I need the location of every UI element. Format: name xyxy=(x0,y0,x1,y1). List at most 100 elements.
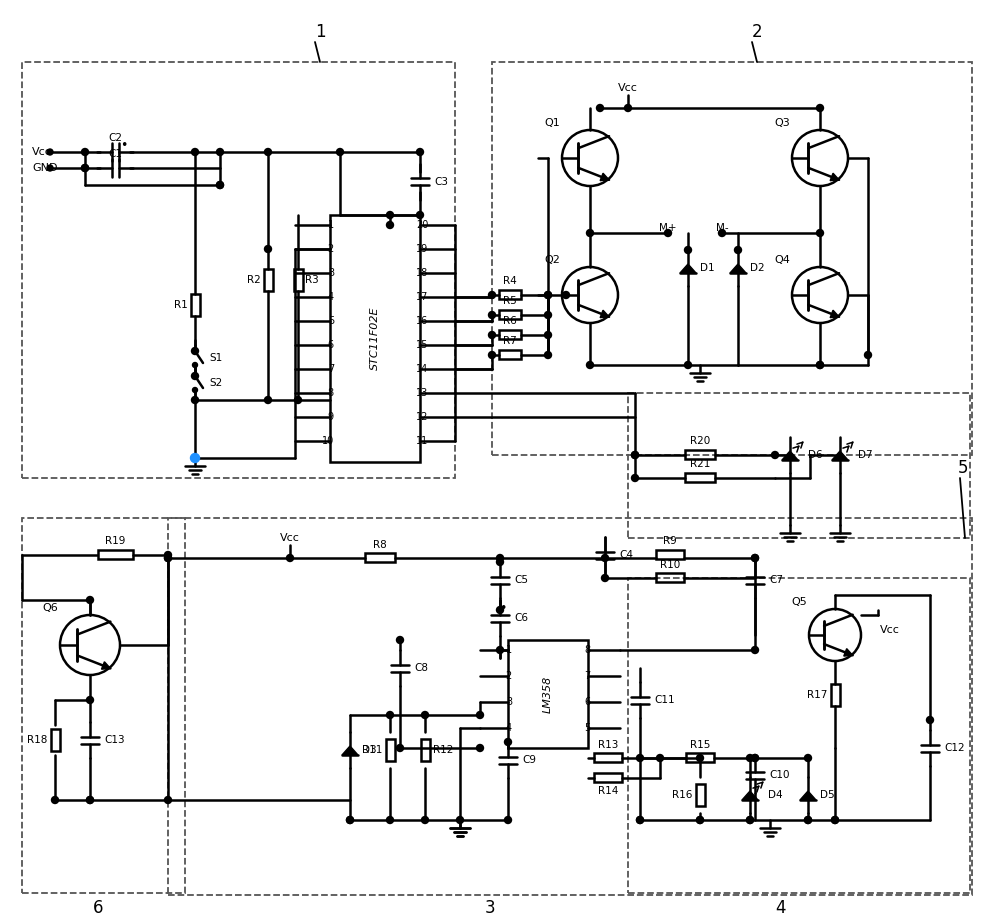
Text: M-: M- xyxy=(716,223,728,233)
Circle shape xyxy=(192,348,198,354)
Circle shape xyxy=(216,148,224,156)
Text: 5: 5 xyxy=(328,316,334,326)
Text: 5: 5 xyxy=(958,459,968,477)
Text: 19: 19 xyxy=(416,244,428,254)
Circle shape xyxy=(752,554,759,561)
Bar xyxy=(686,753,714,762)
Text: 6: 6 xyxy=(93,899,103,917)
Circle shape xyxy=(87,597,94,604)
Circle shape xyxy=(264,148,272,156)
Circle shape xyxy=(216,182,224,188)
Text: C4: C4 xyxy=(619,550,633,560)
Circle shape xyxy=(696,754,704,762)
Bar xyxy=(594,753,622,762)
Circle shape xyxy=(477,712,484,718)
Circle shape xyxy=(544,291,552,299)
Circle shape xyxy=(496,559,504,565)
Circle shape xyxy=(396,744,404,751)
Text: 17: 17 xyxy=(416,292,428,302)
Text: 16: 16 xyxy=(416,316,428,326)
Text: 3: 3 xyxy=(506,697,512,707)
Circle shape xyxy=(264,245,272,253)
Text: 2: 2 xyxy=(506,671,512,681)
Text: LM358: LM358 xyxy=(543,676,553,713)
Text: 4: 4 xyxy=(775,899,785,917)
Bar xyxy=(656,573,684,583)
Text: 4: 4 xyxy=(328,292,334,302)
Text: M+: M+ xyxy=(659,223,677,233)
Text: R18: R18 xyxy=(27,735,48,745)
Bar xyxy=(330,215,420,462)
Circle shape xyxy=(477,744,484,751)
Circle shape xyxy=(488,312,496,318)
Text: 1: 1 xyxy=(328,220,334,230)
Bar xyxy=(98,550,132,560)
Polygon shape xyxy=(101,662,110,669)
Text: 2: 2 xyxy=(752,23,762,41)
Circle shape xyxy=(386,817,394,823)
Bar xyxy=(628,578,970,893)
Circle shape xyxy=(52,797,58,803)
Circle shape xyxy=(746,817,754,823)
Bar xyxy=(499,290,521,300)
Text: D7: D7 xyxy=(858,450,873,460)
Polygon shape xyxy=(782,451,798,460)
Text: R9: R9 xyxy=(663,537,677,547)
Circle shape xyxy=(264,396,272,404)
Circle shape xyxy=(734,246,742,254)
Text: R16: R16 xyxy=(672,790,692,800)
Text: R19: R19 xyxy=(105,537,125,547)
Text: GND: GND xyxy=(32,163,58,173)
Circle shape xyxy=(637,754,644,762)
Text: R7: R7 xyxy=(503,337,517,347)
Circle shape xyxy=(496,554,504,561)
Bar xyxy=(168,518,972,895)
Circle shape xyxy=(422,817,428,823)
Text: C12: C12 xyxy=(944,743,965,753)
Circle shape xyxy=(336,148,344,156)
Circle shape xyxy=(624,104,632,112)
Text: C9: C9 xyxy=(522,755,536,765)
Circle shape xyxy=(602,554,608,561)
Text: Q2: Q2 xyxy=(544,255,560,265)
Circle shape xyxy=(192,373,198,379)
Bar xyxy=(594,774,622,783)
Circle shape xyxy=(752,754,759,762)
Circle shape xyxy=(505,817,512,823)
Circle shape xyxy=(496,646,504,654)
Circle shape xyxy=(190,454,200,463)
Bar xyxy=(685,451,715,459)
Circle shape xyxy=(816,104,824,112)
Circle shape xyxy=(752,554,759,561)
Bar xyxy=(420,739,430,761)
Circle shape xyxy=(752,754,759,762)
Text: C5: C5 xyxy=(514,575,528,585)
Text: D6: D6 xyxy=(808,450,823,460)
Text: R6: R6 xyxy=(503,316,517,326)
Bar xyxy=(499,330,521,339)
Text: •: • xyxy=(120,139,127,152)
Circle shape xyxy=(456,817,464,823)
Text: 11: 11 xyxy=(416,436,428,446)
Text: R8: R8 xyxy=(373,539,387,550)
Circle shape xyxy=(82,148,88,156)
Circle shape xyxy=(696,817,704,823)
Text: Vcc: Vcc xyxy=(32,147,52,157)
Text: 12: 12 xyxy=(416,412,428,422)
Text: R17: R17 xyxy=(807,690,828,700)
Bar xyxy=(685,474,715,482)
Polygon shape xyxy=(742,791,758,800)
Circle shape xyxy=(718,230,726,237)
Text: 18: 18 xyxy=(416,268,428,278)
Text: R13: R13 xyxy=(598,739,618,750)
Circle shape xyxy=(632,452,639,458)
Text: C7: C7 xyxy=(769,575,783,585)
Text: C11: C11 xyxy=(654,695,675,705)
Circle shape xyxy=(656,754,664,762)
Circle shape xyxy=(192,396,198,404)
Circle shape xyxy=(294,396,302,404)
Circle shape xyxy=(82,164,88,171)
Text: R4: R4 xyxy=(503,277,517,287)
Bar xyxy=(50,729,60,751)
Text: Q1: Q1 xyxy=(544,118,560,128)
